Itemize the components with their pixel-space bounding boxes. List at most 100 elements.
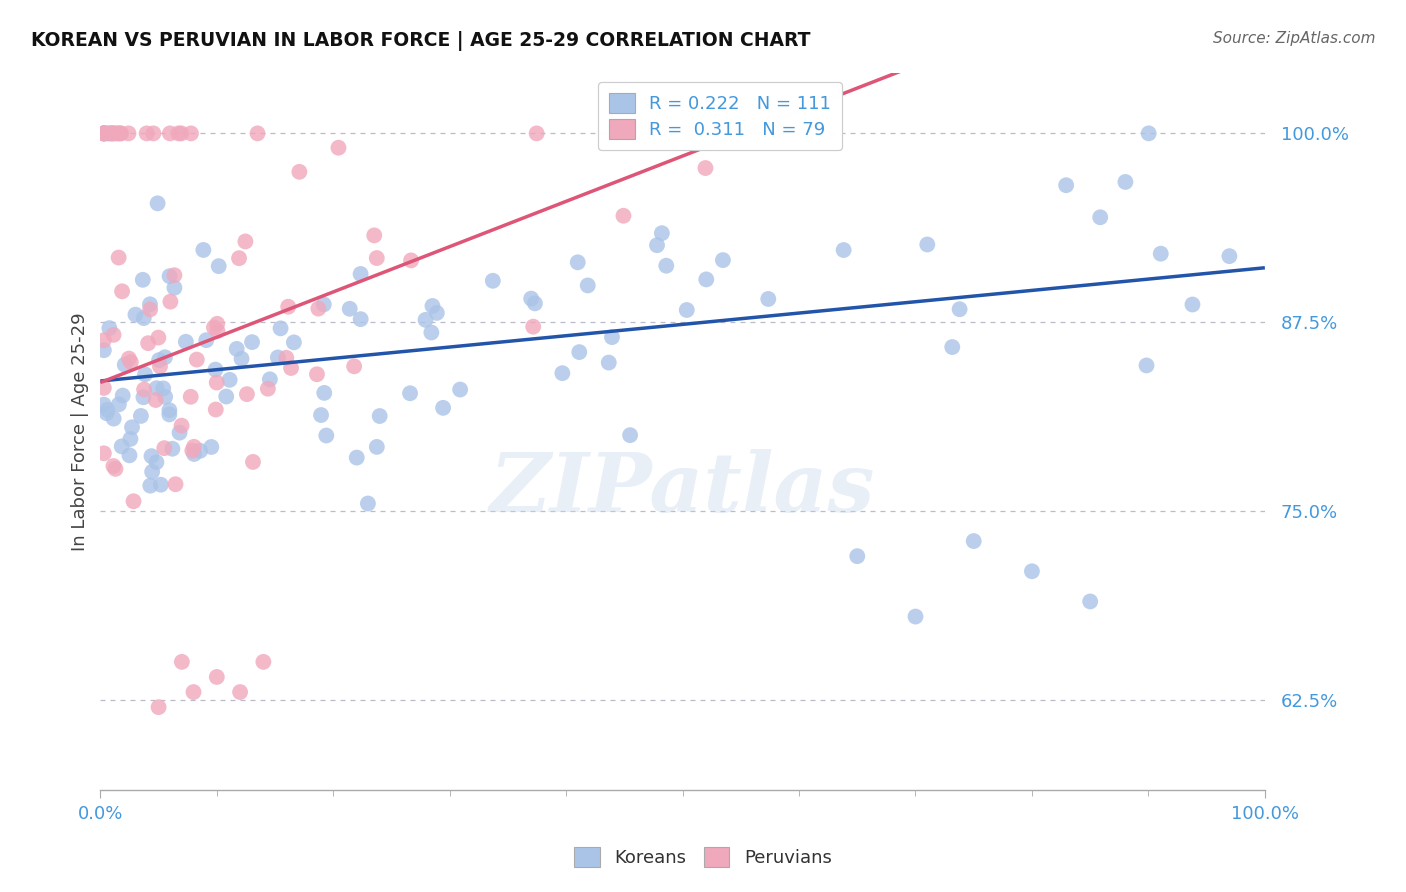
Point (1135, 359, 1157, 373)
Point (101, 127, 124, 141)
Point (167, 127, 190, 141)
Point (343, 359, 366, 374)
Point (181, 443, 204, 458)
Point (97, 127, 120, 141)
Point (183, 447, 205, 461)
Point (711, 253, 734, 268)
Point (399, 253, 422, 268)
Point (314, 385, 336, 400)
Point (1090, 211, 1112, 225)
Point (280, 361, 302, 376)
Point (96, 127, 118, 141)
Point (1181, 297, 1204, 311)
Point (218, 373, 240, 387)
Point (568, 345, 591, 359)
Point (163, 268, 186, 283)
Point (169, 425, 191, 440)
Point (225, 342, 247, 356)
Point (651, 226, 673, 240)
Point (1078, 594, 1101, 608)
Point (183, 440, 205, 454)
Point (93, 127, 115, 141)
Point (193, 243, 215, 257)
Point (200, 440, 222, 454)
Point (93, 127, 115, 141)
Point (482, 274, 505, 288)
Point (93, 333, 115, 347)
Point (399, 386, 422, 401)
Point (276, 351, 298, 365)
Point (93, 343, 115, 358)
Point (246, 127, 269, 141)
Point (96, 402, 118, 417)
Point (111, 285, 134, 299)
Point (136, 336, 159, 351)
Point (228, 251, 250, 265)
Point (159, 269, 181, 284)
Point (153, 351, 176, 365)
Point (141, 449, 163, 463)
Point (551, 366, 574, 380)
Point (288, 165, 311, 179)
Point (159, 127, 181, 141)
Point (149, 359, 172, 374)
Point (157, 408, 180, 422)
Legend: R = 0.222   N = 111, R =  0.311   N = 79: R = 0.222 N = 111, R = 0.311 N = 79 (599, 82, 842, 150)
Point (207, 324, 229, 338)
Point (157, 403, 180, 417)
Point (349, 267, 371, 281)
Point (257, 382, 280, 396)
Point (134, 368, 156, 382)
Point (118, 448, 141, 462)
Point (104, 462, 127, 476)
Point (132, 311, 155, 326)
Point (523, 296, 546, 310)
Point (195, 333, 218, 347)
Point (170, 127, 193, 141)
Point (148, 353, 170, 368)
Point (103, 127, 125, 141)
Point (148, 330, 170, 344)
Point (357, 496, 380, 510)
Point (576, 278, 599, 293)
Point (205, 376, 228, 390)
Point (679, 127, 702, 141)
Point (963, 534, 986, 549)
Point (949, 302, 972, 317)
Point (180, 127, 202, 141)
Point (420, 326, 443, 340)
Point (163, 281, 186, 295)
Point (756, 292, 779, 306)
Point (422, 299, 444, 313)
Point (846, 549, 869, 563)
Text: KOREAN VS PERUVIAN IN LABOR FORCE | AGE 25-29 CORRELATION CHART: KOREAN VS PERUVIAN IN LABOR FORCE | AGE … (31, 31, 810, 51)
Point (366, 440, 388, 454)
Point (170, 418, 193, 433)
Point (170, 655, 193, 669)
Point (368, 409, 391, 423)
Legend: Koreans, Peruvians: Koreans, Peruvians (567, 839, 839, 874)
Point (432, 401, 454, 415)
Point (346, 450, 368, 465)
Point (415, 313, 437, 327)
Point (122, 494, 145, 508)
Point (146, 196, 169, 211)
Point (522, 319, 544, 334)
Point (205, 670, 228, 684)
Point (93, 127, 115, 141)
Point (174, 334, 197, 349)
Point (235, 235, 257, 249)
Point (645, 238, 668, 252)
Point (242, 455, 264, 469)
Point (153, 390, 176, 404)
Point (141, 465, 163, 479)
Point (598, 355, 620, 369)
Point (724, 127, 747, 141)
Point (180, 390, 202, 404)
Point (152, 381, 174, 395)
Point (145, 455, 167, 469)
Point (103, 411, 125, 425)
Point (139, 297, 162, 311)
Point (105, 127, 128, 141)
Point (98, 321, 121, 335)
